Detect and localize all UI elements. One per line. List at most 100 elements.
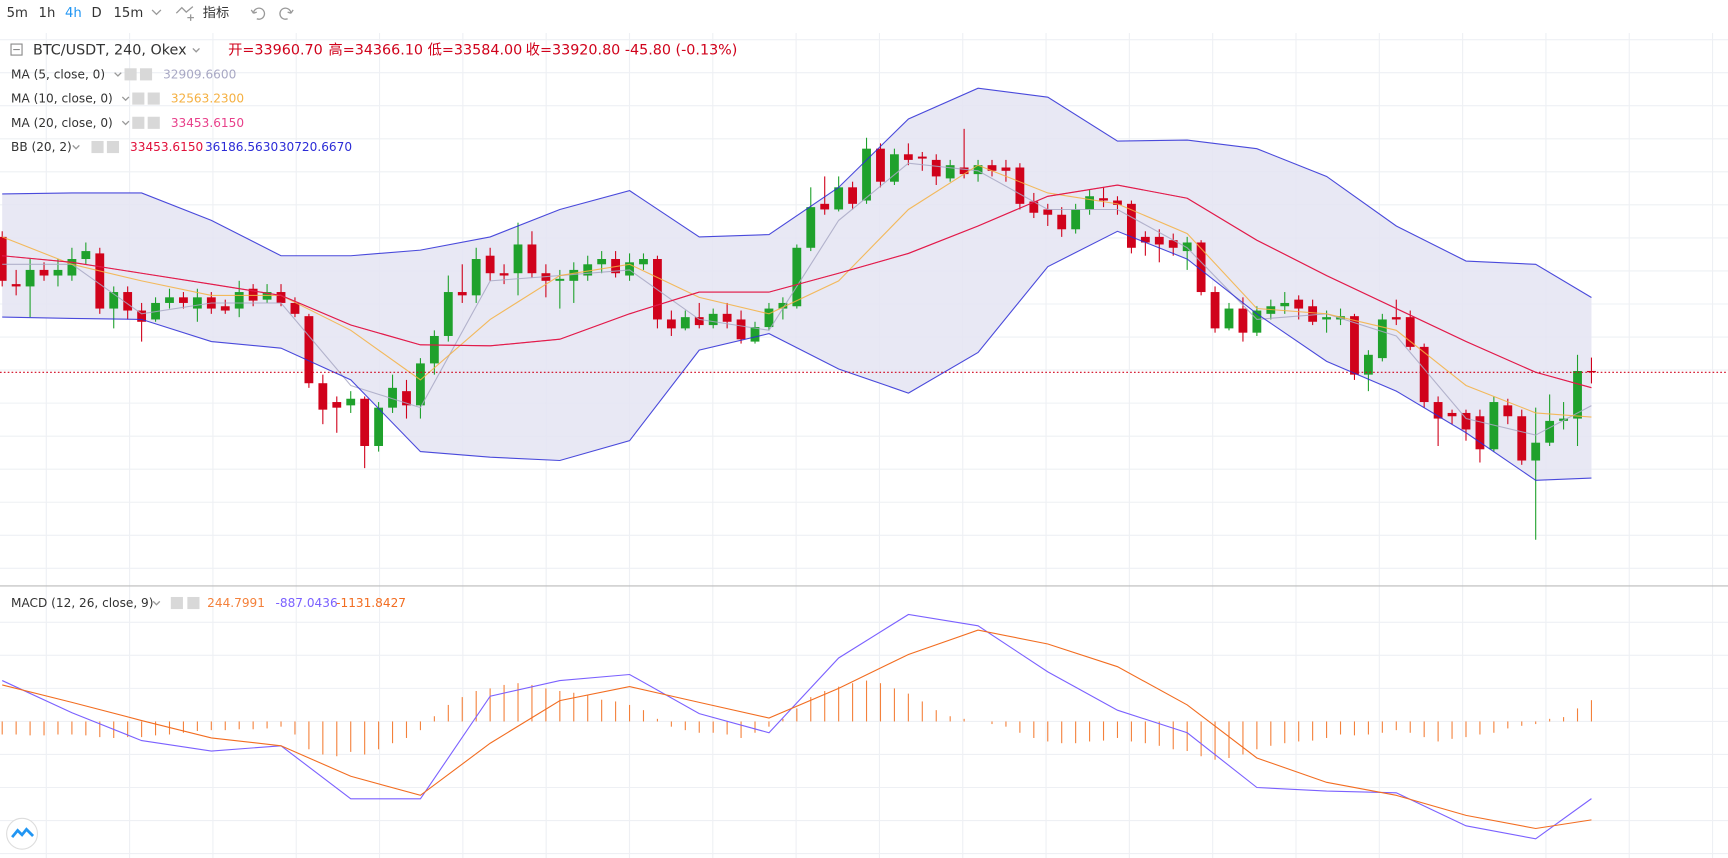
candle-body (248, 288, 258, 301)
candle-body (123, 292, 133, 311)
candle-body (276, 292, 286, 303)
macd-dropdown[interactable] (152, 600, 161, 606)
indicator-dropdown[interactable] (114, 72, 122, 77)
candle-body (694, 317, 704, 326)
candle-body (1503, 405, 1513, 417)
candle-body (1531, 442, 1541, 461)
candle-body (374, 407, 384, 446)
candle-body (11, 284, 21, 287)
candle-body (569, 269, 579, 281)
candle-body (583, 264, 593, 276)
candle-body (1085, 196, 1094, 210)
candle-body (513, 244, 523, 274)
macd-line (1, 613, 1592, 840)
candle-body (973, 165, 983, 175)
candle-body (499, 273, 509, 276)
interval-button[interactable]: 1h (39, 6, 56, 21)
candle-body (457, 292, 467, 296)
candle-body (1405, 317, 1415, 347)
indicator-dropdown[interactable] (121, 96, 130, 102)
candle-body (708, 313, 718, 326)
candle-body (555, 278, 565, 281)
indicator-line (2, 162, 1592, 436)
candle-body (834, 187, 844, 210)
candle-body (1559, 418, 1568, 421)
logo (6, 817, 39, 850)
header: BTC/USDT, 240, Okex 开=33960.70 高=34366.1… (10, 42, 737, 59)
logo-mark (11, 827, 35, 838)
candle-body (416, 363, 425, 406)
indicator-line (2, 87, 1592, 298)
candle-body (179, 297, 188, 303)
candle-body (39, 269, 49, 276)
remove-button[interactable] (147, 92, 160, 105)
quote-high: 高=34366.10 (328, 42, 423, 59)
symbol-label[interactable]: BTC/USDT, 240, Okex (33, 43, 186, 59)
indicator-name[interactable]: BB (20, 2) (11, 140, 72, 154)
candle-body (332, 402, 342, 408)
indicator-line (2, 230, 1592, 481)
candle-body (220, 306, 230, 311)
candle-body (736, 319, 746, 340)
candle-body (666, 319, 676, 329)
candle-body (1322, 317, 1331, 320)
candle-body (597, 259, 607, 265)
remove-button[interactable] (187, 596, 200, 610)
macd-value: -1131.8427 (336, 596, 406, 610)
candle-body (1029, 201, 1039, 213)
visibility-toggle[interactable] (132, 92, 145, 105)
interval-button[interactable]: 5m (7, 6, 28, 21)
candle-body (165, 297, 174, 303)
interval-button[interactable]: 4h (65, 6, 82, 21)
candle-body (903, 154, 913, 160)
candle-body (917, 156, 927, 159)
remove-button[interactable] (147, 116, 160, 129)
candle-body (485, 255, 495, 274)
candle-body (1517, 416, 1527, 461)
remove-button[interactable] (106, 140, 120, 154)
candle-body (471, 259, 481, 296)
candle-body (680, 317, 690, 329)
indicator-name[interactable]: MA (20, close, 0) (11, 116, 113, 130)
indicator-value: 33453.6150 (130, 140, 203, 154)
candle-body (429, 335, 439, 364)
candle-body (443, 292, 453, 336)
interval-button[interactable]: D (91, 6, 101, 21)
symbol-dropdown[interactable] (192, 47, 200, 53)
candle-body (862, 148, 871, 201)
candle-body (53, 269, 63, 276)
interval-button[interactable]: 15m (114, 6, 144, 21)
collapse-toggle[interactable] (10, 43, 23, 56)
candle-body (848, 187, 858, 204)
indicator-dropdown[interactable] (121, 120, 130, 126)
remove-button[interactable] (139, 68, 153, 81)
undo[interactable] (250, 7, 266, 20)
candle-body (1475, 416, 1485, 450)
indicators-button[interactable]: 指标 (203, 5, 229, 21)
indicator-name[interactable]: MA (5, close, 0) (11, 67, 105, 81)
indicator-value: 32563.2300 (171, 92, 244, 106)
candle-body (1168, 240, 1178, 248)
plot (0, 87, 1728, 840)
candle-body (290, 302, 300, 314)
interval-dropdown[interactable] (151, 9, 162, 16)
candle-body (1238, 308, 1248, 333)
candle-body (1433, 402, 1443, 419)
indicator-icon[interactable] (175, 6, 194, 21)
visibility-toggle[interactable] (124, 68, 137, 81)
candle-body (1057, 214, 1067, 230)
redo[interactable] (279, 7, 294, 20)
indicator-name[interactable]: MA (10, close, 0) (11, 92, 113, 106)
indicator-value: 36186.5630 (205, 140, 278, 154)
visibility-toggle[interactable] (132, 116, 145, 129)
indicator-line (2, 184, 1592, 389)
visibility-toggle[interactable] (91, 140, 104, 154)
indicator-dropdown[interactable] (72, 144, 80, 150)
visibility-toggle[interactable] (170, 596, 183, 610)
candle-body (876, 148, 885, 182)
macd-name[interactable]: MACD (12, 26, close, 9) (11, 596, 153, 610)
candle-body (109, 292, 119, 309)
indicator-value: 33453.6150 (171, 116, 244, 130)
candle-body (137, 310, 147, 322)
